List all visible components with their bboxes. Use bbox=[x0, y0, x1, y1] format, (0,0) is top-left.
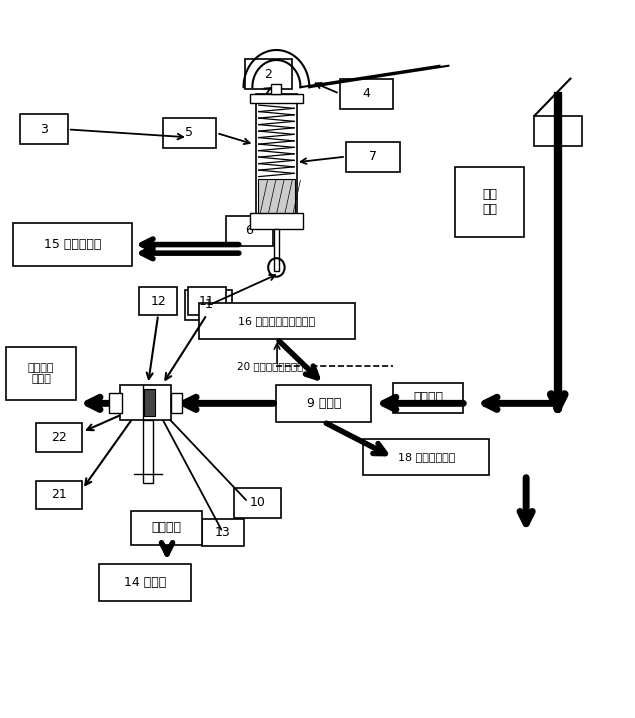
Bar bbox=[256, 94, 297, 216]
Bar bbox=[393, 383, 463, 413]
Text: 13: 13 bbox=[215, 526, 231, 539]
Bar bbox=[203, 519, 244, 546]
Text: 12: 12 bbox=[150, 294, 166, 307]
Bar bbox=[455, 167, 524, 238]
Bar bbox=[250, 94, 303, 103]
Bar bbox=[185, 289, 232, 320]
Bar bbox=[271, 84, 281, 94]
Bar bbox=[346, 141, 399, 172]
Text: 15 空气压縩机: 15 空气压縩机 bbox=[44, 238, 101, 251]
Bar bbox=[120, 386, 171, 420]
Text: 1: 1 bbox=[204, 298, 212, 311]
Text: 21: 21 bbox=[51, 488, 67, 501]
Text: 7: 7 bbox=[369, 150, 377, 163]
Bar bbox=[6, 347, 76, 401]
Text: 10: 10 bbox=[250, 496, 265, 509]
Text: 5: 5 bbox=[185, 126, 194, 139]
Text: 9 储气罐: 9 储气罐 bbox=[307, 397, 341, 410]
Text: 4: 4 bbox=[363, 87, 370, 100]
Text: 16 空气压縩机控制装置: 16 空气压縩机控制装置 bbox=[239, 316, 316, 326]
Text: 18 储气罐限压阀: 18 储气罐限压阀 bbox=[398, 452, 455, 462]
Bar bbox=[188, 287, 226, 314]
Bar bbox=[234, 488, 281, 518]
Text: 8: 8 bbox=[554, 124, 562, 137]
Bar bbox=[534, 116, 582, 146]
Bar bbox=[109, 393, 121, 413]
Bar bbox=[250, 213, 303, 229]
Bar bbox=[139, 287, 177, 314]
Bar bbox=[258, 179, 295, 215]
Bar bbox=[171, 393, 182, 413]
Bar bbox=[199, 303, 356, 339]
Bar bbox=[131, 510, 202, 545]
Text: 制动推力: 制动推力 bbox=[151, 521, 182, 534]
Text: 11: 11 bbox=[199, 294, 215, 307]
Text: 20 储气罐压力传感器: 20 储气罐压力传感器 bbox=[237, 361, 304, 371]
Bar bbox=[143, 420, 153, 482]
Bar bbox=[20, 114, 68, 144]
Bar bbox=[276, 385, 371, 422]
Bar bbox=[36, 480, 82, 509]
Text: 出气阀排
出气体: 出气阀排 出气体 bbox=[28, 363, 55, 384]
Bar bbox=[144, 389, 155, 416]
Bar bbox=[226, 216, 273, 246]
Text: 高压空气: 高压空气 bbox=[413, 391, 443, 404]
Bar bbox=[245, 60, 292, 89]
Bar bbox=[100, 564, 191, 601]
Text: 高压
空气: 高压 空气 bbox=[482, 188, 497, 216]
Text: 3: 3 bbox=[40, 123, 48, 136]
Bar bbox=[274, 229, 279, 271]
Bar bbox=[163, 118, 217, 148]
Text: 2: 2 bbox=[265, 67, 272, 81]
Text: 22: 22 bbox=[51, 432, 67, 444]
Bar bbox=[36, 424, 82, 452]
Bar bbox=[13, 223, 131, 266]
Bar bbox=[340, 79, 393, 108]
Text: 6: 6 bbox=[246, 225, 253, 238]
Text: 14 制动器: 14 制动器 bbox=[124, 576, 166, 589]
Bar bbox=[363, 439, 490, 475]
